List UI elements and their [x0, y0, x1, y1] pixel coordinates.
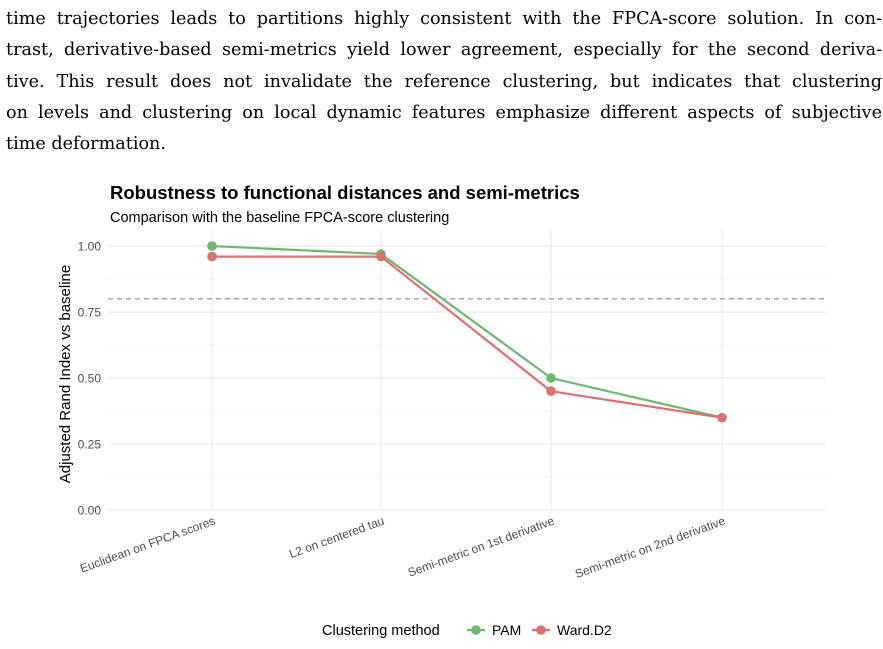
legend-title: Clustering method	[322, 623, 440, 639]
series-line-pam	[211, 244, 723, 419]
chart-title: Robustness to functional distances and s…	[110, 182, 580, 203]
paragraph-line: time trajectories leads to partitions hi…	[6, 9, 882, 29]
x-tick-label: Semi-metric on 1st derivative	[406, 514, 556, 580]
legend-label: Ward.D2	[557, 622, 612, 638]
y-tick-label: 0.00	[78, 504, 102, 518]
x-tick-label: L2 on centered tau	[287, 514, 386, 561]
x-tick-label: Semi-metric on 2nd derivative	[573, 514, 727, 582]
data-point	[207, 251, 217, 262]
chart-subtitle: Comparison with the baseline FPCA-score …	[110, 210, 449, 226]
series-line-ward-d2	[212, 255, 723, 419]
legend: Clustering method PAM Ward.D2	[322, 622, 612, 639]
paragraph-line: time deformation.	[6, 134, 166, 155]
data-point	[207, 241, 217, 251]
legend-key-point	[536, 625, 546, 635]
paragraph-line: on levels and clustering on local dynami…	[6, 102, 882, 123]
legend-label: PAM	[492, 622, 521, 638]
line-chart: Robustness to functional distances and s…	[57, 182, 826, 639]
legend-key-point	[471, 625, 481, 635]
data-point	[546, 386, 556, 397]
y-tick-label: 0.50	[78, 372, 102, 386]
y-axis-label: Adjusted Rand Index vs baseline	[57, 265, 74, 483]
data-point	[717, 412, 727, 423]
body-paragraph: time trajectories leads to partitions hi…	[6, 4, 882, 160]
paragraph-line: tive. This result does not invalidate th…	[6, 71, 882, 92]
y-tick-label: 0.75	[78, 306, 102, 320]
y-tick-label: 0.25	[78, 438, 102, 452]
x-tick-label: Euclidean on FPCA scores	[78, 514, 217, 576]
y-tick-label: 1.00	[78, 240, 102, 254]
figure: Robustness to functional distances and s…	[0, 168, 883, 644]
paragraph-line: trast, derivative-based semi-metrics yie…	[6, 40, 882, 61]
data-point	[546, 373, 556, 383]
data-point	[376, 251, 386, 262]
